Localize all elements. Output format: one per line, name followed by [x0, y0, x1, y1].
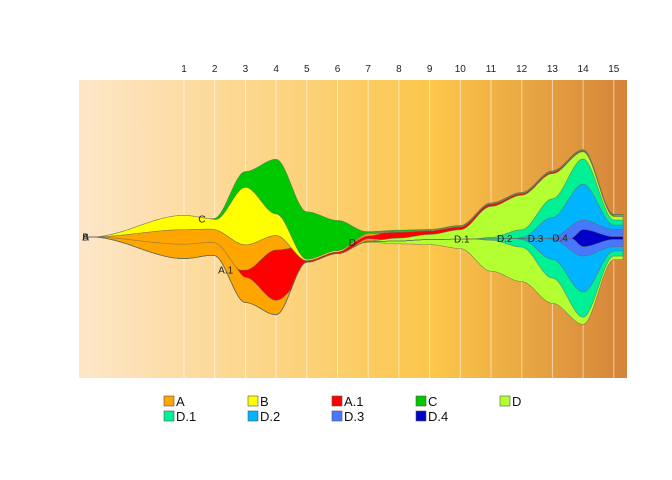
x-tick-label-12: 12 [516, 64, 528, 75]
legend-label-d-3: D.3 [344, 409, 364, 424]
legend-label-d-1: D.1 [176, 409, 196, 424]
legend-swatch-d-3 [331, 410, 343, 422]
band-d-4 [85, 229, 624, 316]
x-tick-label-15: 15 [608, 64, 620, 75]
legend-label-d: D [512, 394, 521, 409]
x-tick-label-7: 7 [365, 64, 371, 75]
series-bands [85, 149, 624, 325]
legend-label-d-2: D.2 [260, 409, 280, 424]
series-label-b: B [82, 232, 89, 243]
x-tick-label-11: 11 [486, 64, 497, 75]
series-label-c: C [198, 214, 205, 225]
x-tick-label-14: 14 [578, 64, 590, 75]
x-tick-label-4: 4 [273, 64, 279, 75]
x-tick-label-3: 3 [243, 64, 249, 75]
legend-label-c: C [428, 394, 437, 409]
x-tick-label-9: 9 [427, 64, 433, 75]
series-label-a-1: A.1 [218, 266, 233, 277]
x-tick-label-2: 2 [212, 64, 218, 75]
legend-label-b: B [260, 394, 269, 409]
series-label-d: D [349, 238, 356, 249]
legend-swatch-a-1 [331, 395, 343, 407]
legend-swatch-c [415, 395, 427, 407]
x-tick-label-8: 8 [396, 64, 402, 75]
legend-swatch-d-1 [163, 410, 175, 422]
x-tick-label-10: 10 [455, 64, 467, 75]
series-label-d-2: D.2 [497, 234, 513, 245]
legend-swatch-d [499, 395, 511, 407]
legend-label-d-4: D.4 [428, 409, 448, 424]
band-a-1 [85, 150, 624, 301]
legend-label-a-1: A.1 [344, 394, 364, 409]
series-label-d-1: D.1 [454, 234, 470, 245]
legend-swatch-d-4 [415, 410, 427, 422]
x-tick-label-13: 13 [547, 64, 559, 75]
x-tick-label-1: 1 [181, 64, 187, 75]
legend-label-a: A [176, 394, 185, 409]
x-tick-label-5: 5 [304, 64, 310, 75]
x-axis-ticks: 1 2 3 4 5 6 7 8 9 10 11 12 13 14 15 [181, 64, 620, 75]
legend-swatch-d-2 [247, 410, 259, 422]
legend-swatch-b [247, 395, 259, 407]
x-tick-label-6: 6 [335, 64, 341, 75]
series-label-d-3: D.3 [528, 234, 544, 245]
legend: A B A.1 C D D.1 D.2 D.3 D.4 [163, 394, 521, 424]
series-labels: AB A.1 C D D.1 D.2 D.3 D.4 [82, 214, 568, 276]
legend-swatch-a [163, 395, 175, 407]
series-label-d-4: D.4 [552, 234, 568, 245]
series-label-a: A [82, 233, 89, 244]
